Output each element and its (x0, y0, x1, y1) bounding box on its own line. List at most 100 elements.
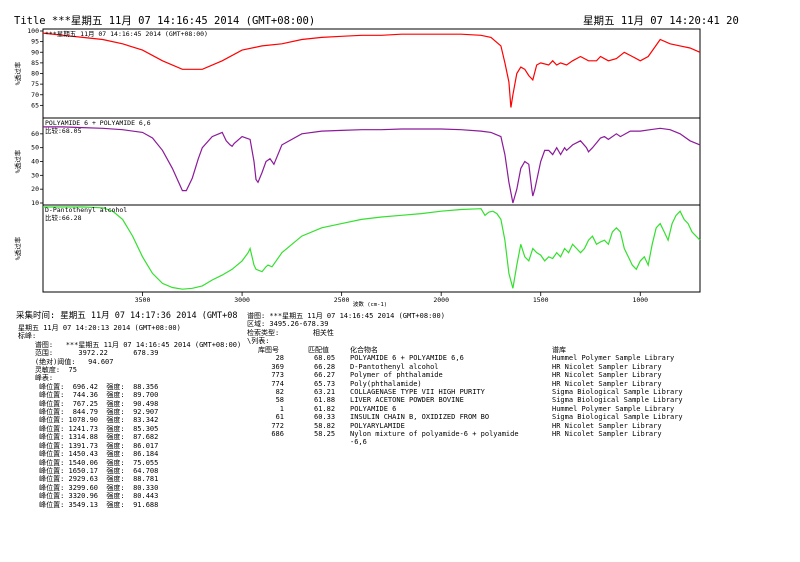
search-region-line: 区域: 3495.26-678.39 (247, 320, 329, 329)
col-header-match: 匹配值 (308, 346, 329, 354)
result-index: 772 (271, 421, 284, 430)
col-header-lib-index: 库图号 (258, 346, 279, 354)
result-match-value: 60.33 (314, 413, 336, 422)
peak-row: 峰位置: 744.36 强度: 89.700 (18, 391, 159, 400)
peak-row: 峰位置: 1450.43 强度: 86.184 (18, 450, 159, 459)
y-tick-label: 65 (31, 101, 39, 109)
result-index: 82 (275, 388, 284, 396)
result-library-name: Sigma Biological Sample Library (552, 413, 683, 422)
y-tick-label: 85 (31, 59, 39, 67)
result-compound-name: COLLAGENASE TYPE VII HIGH PURITY (350, 388, 485, 396)
result-compound-name: D-Pantothenyl alcohol (350, 362, 439, 371)
y-axis-label: %透过率 (13, 236, 22, 260)
list-header: \列表: (247, 337, 270, 346)
y-tick-label: 40 (31, 158, 39, 166)
range-to: 678.39 (133, 349, 159, 358)
sensitivity-label: 灵敏度: (34, 366, 61, 375)
result-name-continuation: -6,6 (350, 438, 367, 447)
result-index: 58 (275, 396, 284, 405)
peak-row: 峰位置: 1314.88 强度: 87.682 (18, 433, 159, 442)
result-compound-name: LIVER ACETONE POWDER BOVINE (350, 396, 464, 405)
y-tick-label: 80 (31, 70, 39, 78)
result-match-value: 68.05 (314, 354, 336, 363)
result-library-name: HR Nicolet Sampler Library (552, 379, 662, 388)
peak-row: 峰位置: 696.42 强度: 88.356 (18, 382, 159, 391)
result-match-value: 61.88 (314, 396, 336, 405)
result-compound-name: Poly(phthalamide) (350, 379, 422, 388)
y-tick-label: 75 (31, 80, 39, 88)
result-match-value: 66.27 (314, 371, 336, 380)
x-tick-label: 2000 (433, 296, 449, 304)
x-tick-label: 1000 (632, 296, 648, 304)
result-compound-name: Nylon mixture of polyamide-6 + polyamide (350, 430, 519, 438)
peak-row: 峰位置: 1540.06 强度: 75.055 (18, 458, 159, 467)
peak-table-label: 峰表: (34, 374, 54, 383)
col-header-library: 谱库 (552, 346, 566, 354)
result-match-value: 65.73 (314, 379, 336, 388)
peak-label-heading: 标峰: (18, 332, 37, 341)
spectra-chart: %透过率 100 95 90 85 80 75 70 65 ***星期五 11月 07 14:16… (13, 27, 701, 308)
plot-frame (42, 28, 701, 293)
panel-score: 比较:68.05 (45, 126, 82, 135)
spectrum-line-2 (43, 126, 701, 204)
result-match-value: 66.28 (314, 362, 336, 371)
y-tick-label: 50 (31, 144, 39, 152)
y-tick-label: 100 (27, 27, 39, 35)
search-spectrum-line: 谱图: ***星期五 11月 07 14:16:45 2014 (GMT+08:… (247, 312, 445, 320)
result-compound-name: POLYAMIDE 6 + POLYAMIDE 6,6 (350, 354, 464, 363)
result-library-name: Hummel Polymer Sample Library (552, 354, 675, 363)
result-library-name: Sigma Biological Sample Library (552, 388, 683, 396)
y-tick-label: 90 (31, 48, 39, 56)
peak-row: 峰位置: 3320.96 强度: 80.443 (18, 492, 159, 501)
result-compound-name: POLYAMIDE 6 (350, 404, 397, 413)
result-library-name: HR Nicolet Sampler Library (552, 421, 662, 430)
result-match-value: 58.25 (314, 430, 336, 438)
result-match-value: 58.82 (314, 421, 336, 430)
result-library-name: HR Nicolet Sampler Library (552, 371, 662, 380)
peak-row: 峰位置: 3549.13 强度: 91.688 (18, 500, 159, 509)
peak-row: 峰位置: 767.25 强度: 90.498 (18, 399, 159, 408)
left-info-block: 星期五 11月 07 14:20:13 2014 (GMT+08:00) 标峰: … (18, 324, 241, 509)
spectrum-line: 谱图: ***星期五 11月 07 14:16:45 2014 (GMT+08:… (34, 340, 242, 349)
search-type-line: 检索类型: 相关性 (247, 328, 334, 337)
peak-row: 峰位置: 2929.63 强度: 88.781 (18, 475, 159, 484)
result-index: 686 (271, 430, 284, 438)
report-time: 星期五 11月 07 14:20:13 2014 (GMT+08:00) (18, 324, 181, 332)
result-index: 773 (271, 371, 284, 380)
report-title: Title ***星期五 11月 07 14:16:45 2014 (GMT+0… (14, 15, 316, 27)
peak-row: 峰位置: 1241.73 强度: 85.305 (18, 424, 159, 433)
panel-title: POLYAMIDE 6 + POLYAMIDE 6,6 (45, 119, 151, 127)
y-tick-label: 30 (31, 171, 39, 179)
sensitivity-value: 75 (68, 366, 77, 375)
result-library-name: Hummel Polymer Sample Library (552, 404, 675, 413)
result-index: 1 (279, 404, 284, 413)
threshold-label: (绝对)阈值: (34, 357, 76, 366)
result-match-value: 61.82 (314, 404, 336, 413)
result-compound-name: Polymer of phthalamide (350, 371, 443, 380)
result-index: 369 (271, 362, 284, 371)
peak-row: 峰位置: 1650.17 强度: 64.708 (18, 466, 159, 475)
result-compound-name: POLYARYLAMIDE (350, 421, 405, 430)
y-tick-label: 60 (31, 130, 39, 138)
y-axis-label: %透过率 (13, 61, 22, 85)
result-index: 61 (275, 413, 284, 422)
y-tick-label: 20 (31, 185, 39, 193)
y-axis-label: %透过率 (13, 149, 22, 173)
x-tick-label: 3000 (234, 296, 250, 304)
result-index: 28 (275, 354, 284, 363)
y-tick-label: 95 (31, 38, 39, 46)
x-tick-label: 2500 (334, 296, 350, 304)
result-library-name: HR Nicolet Sampler Library (552, 362, 662, 371)
peak-row: 峰位置: 1078.90 强度: 83.342 (18, 416, 159, 425)
right-info-block: 谱图: ***星期五 11月 07 14:16:45 2014 (GMT+08:… (247, 312, 445, 346)
threshold-value: 94.607 (88, 357, 114, 366)
result-index: 774 (271, 379, 284, 388)
x-tick-label: 1500 (533, 296, 549, 304)
result-library-name: HR Nicolet Sampler Library (552, 430, 662, 438)
result-compound-name: INSULIN CHAIN B, OXIDIZED FROM BO (350, 413, 490, 422)
panel-title: ***星期五 11月 07 14:16:45 2014 (GMT+08:00) (45, 30, 208, 38)
spectrum-line-1 (42, 32, 701, 108)
x-axis-label: 波数 (cm-1) (353, 300, 387, 308)
result-library-name: Sigma Biological Sample Library (552, 396, 683, 405)
y-tick-label: 70 (31, 91, 39, 99)
